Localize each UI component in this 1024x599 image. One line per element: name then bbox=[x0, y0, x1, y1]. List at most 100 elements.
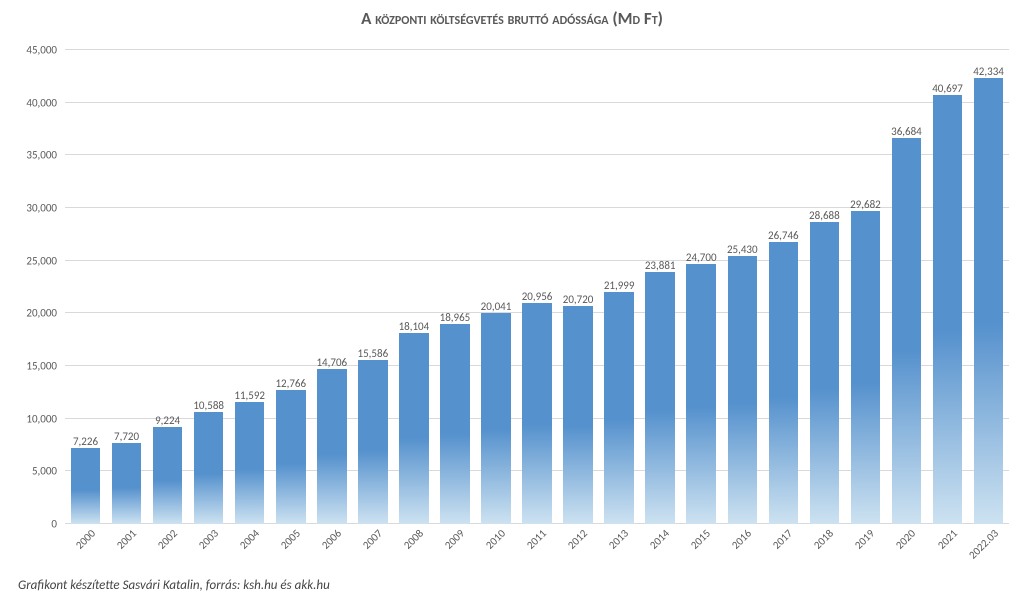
bar-value-label: 14,706 bbox=[316, 356, 347, 369]
bar-slot: 20,9562011 bbox=[517, 50, 558, 524]
y-tick-label: 5,000 bbox=[32, 465, 65, 478]
y-tick-label: 10,000 bbox=[26, 412, 65, 425]
bar-value-label: 18,104 bbox=[399, 320, 430, 333]
x-tick-label: 2003 bbox=[196, 527, 221, 552]
x-tick-label: 2017 bbox=[770, 527, 795, 552]
bar-value-label: 26,746 bbox=[768, 229, 799, 242]
bar bbox=[851, 211, 881, 524]
y-tick-label: 30,000 bbox=[26, 202, 65, 215]
x-tick-label: 2010 bbox=[483, 527, 508, 552]
x-tick-label: 2002 bbox=[155, 527, 180, 552]
bar-slot: 15,5862007 bbox=[352, 50, 393, 524]
bar-slot: 14,7062006 bbox=[311, 50, 352, 524]
bar-value-label: 24,700 bbox=[686, 251, 717, 264]
bar-slot: 25,4302016 bbox=[722, 50, 763, 524]
x-tick-label: 2013 bbox=[606, 527, 631, 552]
bar bbox=[522, 303, 552, 524]
x-tick-label: 2022.03 bbox=[966, 527, 1001, 562]
bar bbox=[892, 138, 922, 524]
y-tick-label: 45,000 bbox=[26, 44, 65, 57]
bar-value-label: 10,588 bbox=[193, 399, 224, 412]
bar bbox=[399, 333, 429, 524]
x-tick-label: 2000 bbox=[73, 527, 98, 552]
bar bbox=[481, 313, 511, 524]
y-tick-label: 0 bbox=[51, 518, 65, 531]
bar-value-label: 36,684 bbox=[891, 125, 922, 138]
bar bbox=[686, 264, 716, 524]
y-tick-label: 40,000 bbox=[26, 96, 65, 109]
bar bbox=[358, 360, 388, 524]
y-tick-label: 35,000 bbox=[26, 149, 65, 162]
chart-container: A központi költségvetés bruttó adóssága … bbox=[0, 0, 1024, 599]
chart-title: A központi költségvetés bruttó adóssága … bbox=[0, 8, 1024, 29]
bar bbox=[933, 95, 963, 524]
bar bbox=[974, 78, 1004, 524]
bar-slot: 9,2242002 bbox=[147, 50, 188, 524]
bar-slot: 20,0412010 bbox=[475, 50, 516, 524]
chart-footer: Grafikont készítette Sasvári Katalin, fo… bbox=[18, 578, 330, 593]
bar-value-label: 18,965 bbox=[440, 311, 471, 324]
bar-value-label: 11,592 bbox=[234, 389, 265, 402]
x-tick-label: 2014 bbox=[647, 527, 672, 552]
bar-slot: 36,6842020 bbox=[886, 50, 927, 524]
x-tick-label: 2007 bbox=[360, 527, 385, 552]
bar-slot: 18,1042008 bbox=[393, 50, 434, 524]
bar-slot: 29,6822019 bbox=[845, 50, 886, 524]
x-tick-label: 2011 bbox=[524, 527, 549, 552]
x-tick-label: 2021 bbox=[935, 527, 960, 552]
bar-value-label: 20,956 bbox=[522, 290, 553, 303]
bar bbox=[276, 390, 306, 524]
bar-value-label: 25,430 bbox=[727, 243, 758, 256]
bar-slot: 28,6882018 bbox=[804, 50, 845, 524]
bar bbox=[810, 222, 840, 524]
x-tick-label: 2008 bbox=[401, 527, 426, 552]
bar bbox=[604, 292, 634, 524]
bars-row: 7,22620007,72020019,224200210,588200311,… bbox=[65, 50, 1009, 524]
bar-slot: 7,7202001 bbox=[106, 50, 147, 524]
x-tick-label: 2005 bbox=[278, 527, 303, 552]
x-tick-label: 2016 bbox=[729, 527, 754, 552]
bar-slot: 20,7202012 bbox=[558, 50, 599, 524]
bar-slot: 11,5922004 bbox=[229, 50, 270, 524]
bar bbox=[153, 427, 183, 524]
bar bbox=[645, 272, 675, 524]
bar-value-label: 20,720 bbox=[563, 293, 594, 306]
bar-slot: 18,9652009 bbox=[434, 50, 475, 524]
y-tick-label: 15,000 bbox=[26, 360, 65, 373]
bar-value-label: 15,586 bbox=[358, 347, 389, 360]
bar bbox=[317, 369, 347, 524]
bar-slot: 12,7662005 bbox=[270, 50, 311, 524]
bar-slot: 10,5882003 bbox=[188, 50, 229, 524]
bar bbox=[235, 402, 265, 524]
bar-value-label: 21,999 bbox=[604, 279, 635, 292]
bar bbox=[440, 324, 470, 524]
bar-value-label: 42,334 bbox=[973, 65, 1004, 78]
bar-slot: 42,3342022.03 bbox=[968, 50, 1009, 524]
x-tick-label: 2004 bbox=[237, 527, 262, 552]
y-tick-label: 25,000 bbox=[26, 254, 65, 267]
bar-slot: 23,8812014 bbox=[640, 50, 681, 524]
x-tick-label: 2006 bbox=[319, 527, 344, 552]
bar-value-label: 7,720 bbox=[114, 430, 139, 443]
x-tick-label: 2015 bbox=[688, 527, 713, 552]
bar-value-label: 23,881 bbox=[645, 259, 676, 272]
x-tick-label: 2019 bbox=[852, 527, 877, 552]
plot-area: 05,00010,00015,00020,00025,00030,00035,0… bbox=[65, 50, 1009, 524]
bar bbox=[563, 306, 593, 524]
bar-value-label: 12,766 bbox=[275, 377, 306, 390]
bar bbox=[769, 242, 799, 524]
bar-slot: 21,9992013 bbox=[599, 50, 640, 524]
bar-slot: 24,7002015 bbox=[681, 50, 722, 524]
bar-value-label: 20,041 bbox=[481, 300, 512, 313]
x-tick-label: 2009 bbox=[442, 527, 467, 552]
bar-value-label: 40,697 bbox=[932, 82, 963, 95]
bar-slot: 26,7462017 bbox=[763, 50, 804, 524]
x-tick-label: 2020 bbox=[894, 527, 919, 552]
x-tick-label: 2012 bbox=[565, 527, 590, 552]
bar bbox=[728, 256, 758, 524]
bar bbox=[71, 448, 101, 524]
bar-value-label: 29,682 bbox=[850, 198, 881, 211]
x-tick-label: 2001 bbox=[114, 527, 139, 552]
bar-slot: 40,6972021 bbox=[927, 50, 968, 524]
bar bbox=[112, 443, 142, 524]
